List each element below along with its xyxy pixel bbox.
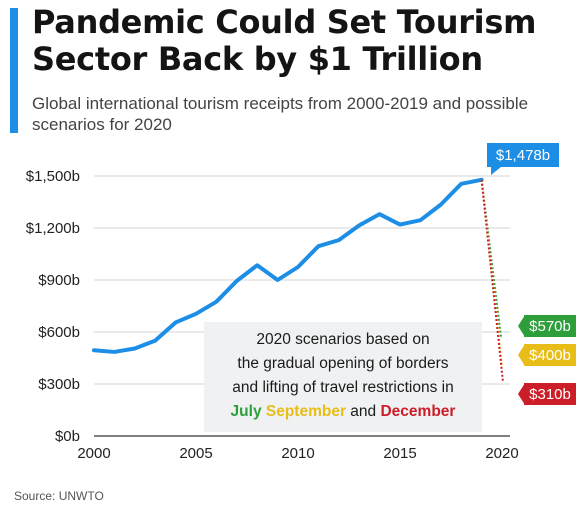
annotation-box xyxy=(204,322,482,432)
scenario-badge xyxy=(524,383,576,405)
scenario-value-label: $570b xyxy=(529,318,571,335)
end-value-badge-pointer xyxy=(491,167,501,175)
chart-title: Pandemic Could Set Tourism Sector Back b… xyxy=(32,3,537,78)
scenario-line xyxy=(480,179,502,338)
end-value-badge xyxy=(487,143,559,167)
scenario-badge-pointer xyxy=(518,344,525,366)
series-line xyxy=(92,177,484,354)
y-tick-label: $900b xyxy=(38,272,80,289)
scenario-value-label: $310b xyxy=(529,386,571,403)
annotation-month-label: and xyxy=(346,403,380,420)
annotation-month-label: July xyxy=(231,403,262,420)
x-tick-label: 2020 xyxy=(485,445,518,462)
y-tick-label: $1,500b xyxy=(26,168,80,185)
scenario-badge xyxy=(524,315,576,337)
scenario-badge xyxy=(524,344,576,366)
scenario-badge-pointer xyxy=(518,383,525,405)
y-tick-label: $600b xyxy=(38,324,80,341)
annotation-months-line: July September and December xyxy=(231,403,456,420)
end-value-label: $1,478b xyxy=(496,147,550,164)
y-tick-label: $0b xyxy=(55,428,80,445)
chart-subtitle: Global international tourism receipts fr… xyxy=(32,94,529,134)
x-tick-label: 2005 xyxy=(179,445,212,462)
title-accent-bar xyxy=(10,8,18,133)
annotation-text-line: the gradual opening of borders xyxy=(237,355,448,372)
source-note: Source: UNWTO xyxy=(14,489,104,503)
y-tick-label: $1,200b xyxy=(26,220,80,237)
annotation-text-line: and lifting of travel restrictions in xyxy=(232,379,453,396)
y-tick-label: $300b xyxy=(38,376,80,393)
annotation-month-label: December xyxy=(380,403,455,420)
x-tick-label: 2000 xyxy=(77,445,110,462)
scenario-line xyxy=(480,179,504,383)
annotation-month-label: September xyxy=(266,403,346,420)
scenario-badge-pointer xyxy=(518,315,525,337)
x-tick-label: 2010 xyxy=(281,445,314,462)
annotation-text-line: 2020 scenarios based on xyxy=(256,331,429,348)
x-tick-label: 2015 xyxy=(383,445,416,462)
scenario-value-label: $400b xyxy=(529,347,571,364)
